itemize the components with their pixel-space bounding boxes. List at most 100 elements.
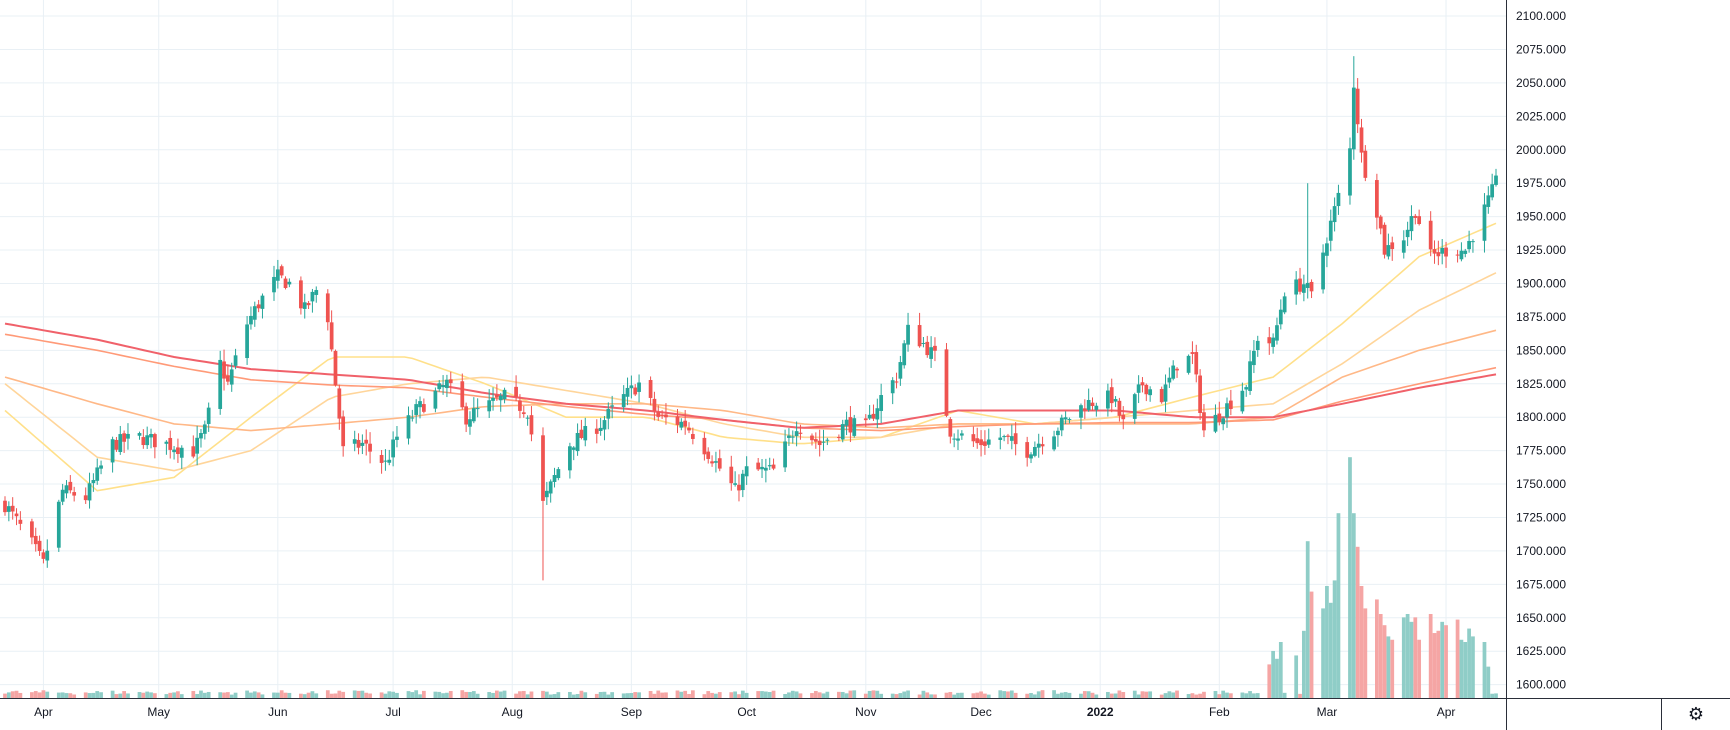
volume-bar [1471, 636, 1475, 698]
candle-up [1351, 87, 1356, 150]
candle-up [1094, 405, 1099, 410]
volume-bar [95, 691, 100, 698]
volume-bar [1086, 691, 1091, 698]
candle-down [633, 387, 638, 395]
candle-down [368, 443, 372, 452]
candle-down [1444, 247, 1448, 257]
candle-up [733, 483, 737, 485]
volume-bar [364, 692, 369, 698]
volume-bar [606, 694, 611, 698]
candle-down [341, 416, 346, 447]
volume-bar [1121, 692, 1126, 698]
candle-up [1401, 240, 1406, 253]
volume-bar [406, 691, 411, 698]
x-tick-label: Nov [855, 705, 876, 719]
volume-bar [929, 694, 933, 698]
chart-settings-button[interactable]: ⚙ [1661, 698, 1730, 730]
candle-up [790, 436, 795, 438]
volume-bar [126, 693, 130, 698]
candle-up [929, 347, 933, 359]
volume-bar [764, 691, 768, 698]
candle-up [1467, 240, 1471, 250]
volume-bar [287, 692, 292, 698]
candle-down [1121, 414, 1126, 420]
volume-bar [1171, 692, 1176, 698]
moving-average-line [4, 322, 1497, 429]
volume-bar [683, 690, 688, 698]
volume-bar [571, 694, 576, 698]
y-tick-label: 2050.000 [1516, 76, 1566, 90]
candle-up [952, 438, 957, 440]
candle-up [179, 447, 184, 458]
volume-bar [1282, 692, 1287, 698]
volume-bar [1006, 691, 1010, 698]
candle-down [1006, 435, 1010, 437]
candle-down [863, 418, 868, 421]
candle-down [1413, 215, 1418, 218]
volume-bar [118, 693, 123, 698]
candle-up [959, 433, 964, 436]
volume-bar [1321, 608, 1325, 698]
volume-bar [740, 690, 745, 698]
candle-up [1167, 377, 1172, 383]
price-axis[interactable]: 1600.000 1625.000 1650.000 1675.000 1700.000… [1506, 0, 1567, 730]
candle-up [629, 385, 634, 389]
candle-up [410, 417, 415, 419]
volume-bar [1355, 546, 1360, 698]
volume-bar [233, 692, 238, 698]
candle-up [1056, 430, 1060, 436]
candle-up [56, 501, 61, 548]
volume-bar [1025, 693, 1030, 698]
volume-bar [637, 692, 641, 698]
volume-bar [844, 693, 849, 698]
volume-bar [1486, 666, 1491, 698]
volume-bar [518, 691, 522, 698]
volume-bar [1305, 541, 1310, 698]
x-tick-label: Apr [34, 705, 53, 719]
volume-bar [387, 691, 392, 698]
volume-bar [99, 692, 103, 698]
volume-bar [959, 692, 964, 698]
volume-bar [37, 692, 42, 698]
candle-up [1240, 390, 1245, 412]
candle-down [364, 439, 369, 444]
volume-bar [272, 692, 276, 698]
candle-up [1225, 403, 1229, 418]
candle-up [1275, 325, 1279, 341]
volume-bar [1009, 690, 1014, 698]
candle-down [1082, 408, 1087, 411]
volume-bar [733, 691, 737, 698]
candle-up [556, 469, 561, 479]
candle-down [737, 484, 741, 491]
candle-up [1171, 365, 1176, 379]
volume-bar [1463, 642, 1468, 698]
volume-bar [602, 691, 607, 698]
candle-down [683, 420, 688, 427]
volume-bar [664, 692, 668, 698]
volume-bar [1455, 619, 1460, 698]
volume-bar [648, 690, 653, 698]
time-axis[interactable]: Apr May Jun Jul Aug Sep Oct Nov Dec 2022 Feb Mar Apr [0, 698, 1730, 720]
volume-bar [1348, 457, 1352, 698]
volume-bar [548, 694, 553, 698]
volume-bar [1409, 621, 1414, 698]
candle-down [1117, 400, 1122, 416]
candle-up [118, 434, 123, 453]
candle-down [837, 437, 841, 439]
volume-bar [1082, 691, 1087, 698]
x-tick-label: 2022 [1087, 705, 1114, 719]
volume-bar [498, 691, 503, 698]
volume-bar [1248, 691, 1252, 698]
candle-down [1363, 150, 1368, 178]
volume-bar [1140, 691, 1145, 698]
candle-down [122, 433, 126, 442]
candle-up [418, 401, 422, 408]
volume-bar [256, 692, 261, 698]
candle-up [126, 433, 130, 439]
volume-bar [164, 694, 169, 698]
volume-bar [813, 691, 818, 698]
candle-up [879, 395, 884, 411]
candle-up [99, 465, 103, 469]
moving-average-lines [4, 222, 1497, 492]
